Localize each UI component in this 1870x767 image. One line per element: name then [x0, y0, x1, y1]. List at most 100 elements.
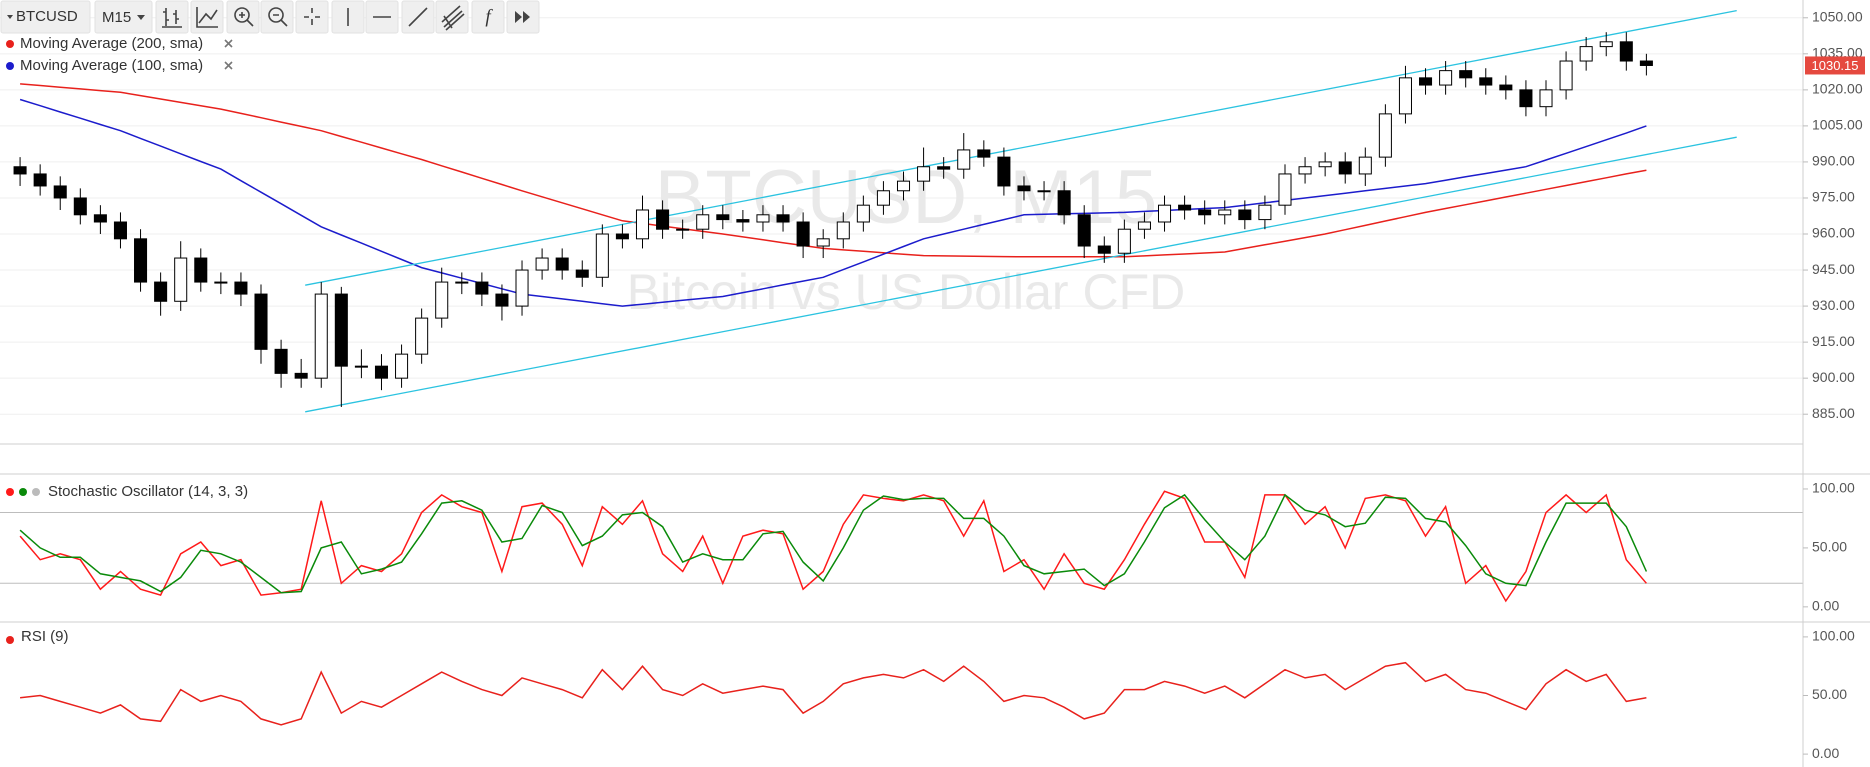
- bar-style-button[interactable]: [155, 0, 189, 34]
- symbol-label: BTCUSD: [16, 8, 78, 25]
- candle-body: [1037, 190, 1051, 193]
- candle-body: [575, 269, 589, 278]
- candle-body: [194, 257, 208, 283]
- candle-body: [354, 365, 368, 368]
- candle-body: [435, 281, 449, 319]
- candle-body: [455, 281, 469, 284]
- watermark-title: BTCUSD, M15: [655, 155, 1158, 240]
- vertical-line-button[interactable]: [331, 0, 365, 34]
- y-tick-label: 900.00: [1812, 369, 1855, 385]
- candle-body: [515, 269, 529, 307]
- interval-label: M15: [102, 9, 131, 26]
- candle-body: [1157, 204, 1172, 223]
- channel-button[interactable]: [435, 0, 469, 34]
- candle-body: [1579, 46, 1593, 62]
- candle-body: [1559, 60, 1573, 91]
- candle-body: [1499, 84, 1513, 91]
- candle-body: [656, 209, 670, 230]
- candle-body: [917, 166, 931, 182]
- candle-body: [1378, 113, 1392, 158]
- stochastic-title: Stochastic Oscillator (14, 3, 3): [48, 483, 248, 500]
- candle-body: [535, 257, 549, 271]
- indicator-line: [19, 490, 1647, 603]
- data-layer: [13, 9, 1737, 726]
- candle-body: [1599, 41, 1613, 48]
- candle-body: [1238, 209, 1252, 221]
- symbol-button[interactable]: BTCUSD: [0, 0, 91, 34]
- y-tick-label: 0.00: [1812, 598, 1839, 614]
- candle-body: [1057, 190, 1071, 216]
- candle-body: [174, 257, 188, 302]
- candle-body: [595, 233, 609, 278]
- candle-body: [415, 317, 429, 355]
- crosshair-button[interactable]: [295, 0, 329, 34]
- dropdown-icon: [7, 15, 13, 19]
- candle-body: [314, 293, 328, 379]
- indicators-button[interactable]: [190, 0, 224, 34]
- candle-body: [555, 257, 569, 271]
- label-layer: 885.00 900.00 915.00 930.00 945.00 960.00 975.…: [6, 8, 1865, 761]
- candle-body: [13, 166, 27, 175]
- candle-body: [1258, 204, 1272, 221]
- function-button[interactable]: f: [471, 0, 505, 34]
- legend-remove-icon: [224, 39, 233, 48]
- indicator-line: [20, 661, 1647, 726]
- watermark-subtitle: Bitcoin vs US Dollar CFD: [627, 264, 1185, 320]
- candle-body: [1137, 221, 1151, 230]
- legend-swatch: [32, 488, 40, 496]
- function-label: f: [485, 6, 493, 27]
- legend-swatch: [6, 62, 14, 70]
- candle-body: [1539, 89, 1553, 108]
- candle-body: [736, 219, 750, 223]
- candle-body: [676, 228, 690, 231]
- candle-body: [856, 204, 870, 223]
- legend-swatch: [19, 488, 27, 496]
- candle-body: [294, 372, 308, 379]
- candle-body: [776, 214, 790, 223]
- candle-body: [374, 365, 389, 379]
- y-tick-label: 930.00: [1812, 297, 1855, 313]
- candle-body: [1439, 70, 1453, 86]
- y-tick-label: 975.00: [1812, 189, 1855, 205]
- y-tick-label: 100.00: [1812, 480, 1855, 496]
- candle-body: [957, 149, 971, 170]
- y-tick-label: 1005.00: [1812, 117, 1863, 133]
- candle-body: [1298, 166, 1312, 175]
- dropdown-icon: [137, 15, 145, 20]
- toolbar: BTCUSD M15 f: [0, 0, 540, 34]
- legend-swatch: [6, 488, 14, 496]
- trend-line-button[interactable]: [401, 0, 435, 34]
- candle-body: [1459, 70, 1473, 79]
- interval-button[interactable]: M15: [94, 0, 153, 34]
- candle-body: [1639, 60, 1653, 66]
- candle-body: [113, 221, 127, 240]
- zoom-in-button[interactable]: [226, 0, 260, 34]
- candle-body: [1419, 77, 1433, 86]
- candle-body: [93, 214, 107, 223]
- candle-body: [937, 166, 951, 170]
- candle-body: [1278, 173, 1292, 206]
- candle-body: [234, 281, 248, 295]
- legend-label: Moving Average (200, sma): [20, 35, 203, 52]
- candle-body: [53, 185, 67, 199]
- zoom-out-button[interactable]: [260, 0, 294, 34]
- more-button[interactable]: [506, 0, 540, 34]
- candle-body: [334, 293, 348, 367]
- horizontal-line-button[interactable]: [365, 0, 399, 34]
- candle-body: [1479, 77, 1493, 86]
- y-tick-label: 1050.00: [1812, 8, 1863, 24]
- candle-body: [1318, 161, 1332, 168]
- candle-body: [977, 149, 991, 158]
- candle-body: [475, 281, 489, 295]
- indicator-line: [19, 98, 1647, 307]
- last-price-label: 1030.15: [1812, 58, 1859, 73]
- candle-body: [1218, 209, 1232, 216]
- candle-body: [495, 293, 509, 307]
- candle-body: [1519, 89, 1533, 108]
- candle-body: [1398, 77, 1412, 115]
- candle-body: [154, 281, 168, 302]
- y-tick-label: 960.00: [1812, 225, 1855, 241]
- candle-body: [1077, 214, 1091, 247]
- candle-body: [1198, 209, 1212, 216]
